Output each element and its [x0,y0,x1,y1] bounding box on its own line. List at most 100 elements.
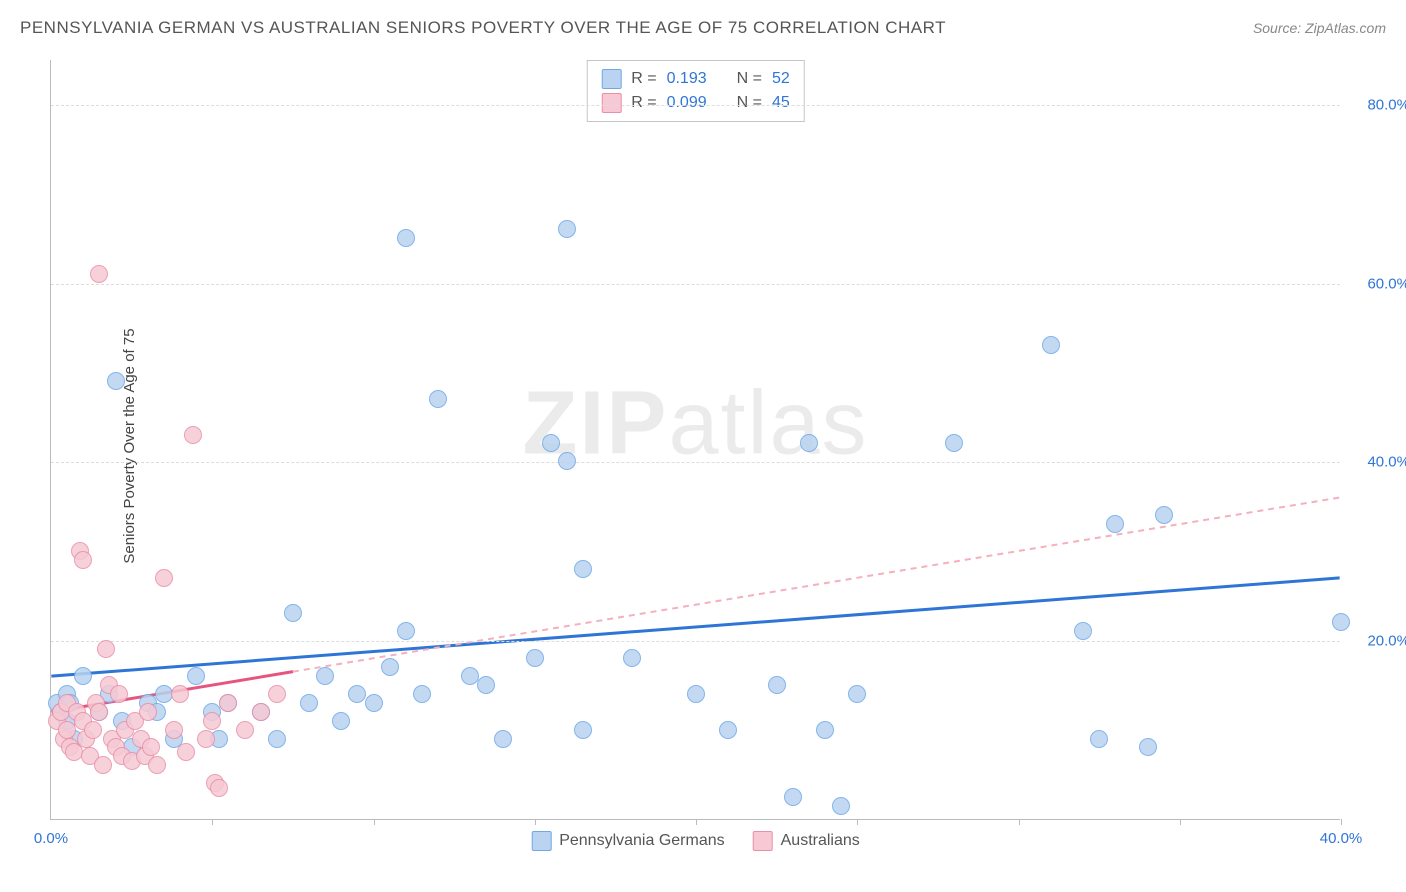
x-tick-mark [535,819,536,825]
data-point [558,220,576,238]
y-tick-label: 40.0% [1350,454,1406,471]
x-tick-mark [857,819,858,825]
data-point [90,703,108,721]
stat-box: R = 0.193 N = 52 R = 0.099 N = 45 [586,60,805,122]
data-point [687,685,705,703]
data-point [219,694,237,712]
gridline [51,105,1340,106]
data-point [110,685,128,703]
data-point [210,779,228,797]
data-point [252,703,270,721]
data-point [848,685,866,703]
data-point [155,569,173,587]
x-tick-label: 0.0% [34,830,68,847]
x-tick-mark [374,819,375,825]
data-point [768,676,786,694]
x-tick-mark [696,819,697,825]
data-point [94,756,112,774]
n-label: N = [737,70,762,88]
data-point [165,721,183,739]
watermark-rest: atlas [668,374,868,474]
data-point [397,622,415,640]
data-point [84,721,102,739]
data-point [1042,336,1060,354]
data-point [139,703,157,721]
n-label-2: N = [737,94,762,112]
data-point [1139,738,1157,756]
y-tick-label: 80.0% [1350,96,1406,113]
data-point [268,685,286,703]
data-point [74,551,92,569]
gridline [51,462,1340,463]
legend-label-1: Pennsylvania Germans [559,832,724,850]
data-point [90,265,108,283]
gridline [51,641,1340,642]
data-point [365,694,383,712]
data-point [236,721,254,739]
x-tick-label: 40.0% [1320,830,1363,847]
stat-row-2: R = 0.099 N = 45 [601,91,790,115]
swatch-series-2 [601,93,621,113]
r-label: R = [631,70,656,88]
data-point [58,721,76,739]
watermark-bold: ZIP [522,374,668,474]
data-point [187,667,205,685]
legend-item-1: Pennsylvania Germans [531,831,724,851]
data-point [300,694,318,712]
x-tick-mark [1019,819,1020,825]
data-point [945,434,963,452]
stat-row-1: R = 0.193 N = 52 [601,67,790,91]
gridline [51,284,1340,285]
x-tick-mark [212,819,213,825]
data-point [381,658,399,676]
r-value-1: 0.193 [667,70,707,88]
data-point [97,640,115,658]
chart-title: PENNSYLVANIA GERMAN VS AUSTRALIAN SENIOR… [20,18,946,38]
data-point [816,721,834,739]
data-point [558,452,576,470]
data-point [268,730,286,748]
n-value-2: 45 [772,94,790,112]
data-point [177,743,195,761]
data-point [800,434,818,452]
data-point [148,756,166,774]
data-point [107,372,125,390]
data-point [832,797,850,815]
data-point [574,721,592,739]
data-point [203,712,221,730]
y-tick-label: 60.0% [1350,275,1406,292]
data-point [719,721,737,739]
data-point [284,604,302,622]
data-point [1106,515,1124,533]
data-point [74,667,92,685]
bottom-legend: Pennsylvania Germans Australians [531,831,860,851]
data-point [197,730,215,748]
data-point [1074,622,1092,640]
data-point [413,685,431,703]
legend-swatch-2 [753,831,773,851]
data-point [142,738,160,756]
data-point [316,667,334,685]
legend-label-2: Australians [781,832,860,850]
data-point [171,685,189,703]
x-tick-mark [1180,819,1181,825]
data-point [1090,730,1108,748]
plot-area: ZIPatlas R = 0.193 N = 52 R = 0.099 N = … [50,60,1340,820]
r-label-2: R = [631,94,656,112]
data-point [65,743,83,761]
data-point [494,730,512,748]
data-point [184,426,202,444]
n-value-1: 52 [772,70,790,88]
data-point [1155,506,1173,524]
data-point [332,712,350,730]
data-point [1332,613,1350,631]
y-tick-label: 20.0% [1350,633,1406,650]
data-point [574,560,592,578]
legend-swatch-1 [531,831,551,851]
legend-item-2: Australians [753,831,860,851]
swatch-series-1 [601,69,621,89]
x-tick-mark [1341,819,1342,825]
data-point [623,649,641,667]
data-point [526,649,544,667]
data-point [397,229,415,247]
